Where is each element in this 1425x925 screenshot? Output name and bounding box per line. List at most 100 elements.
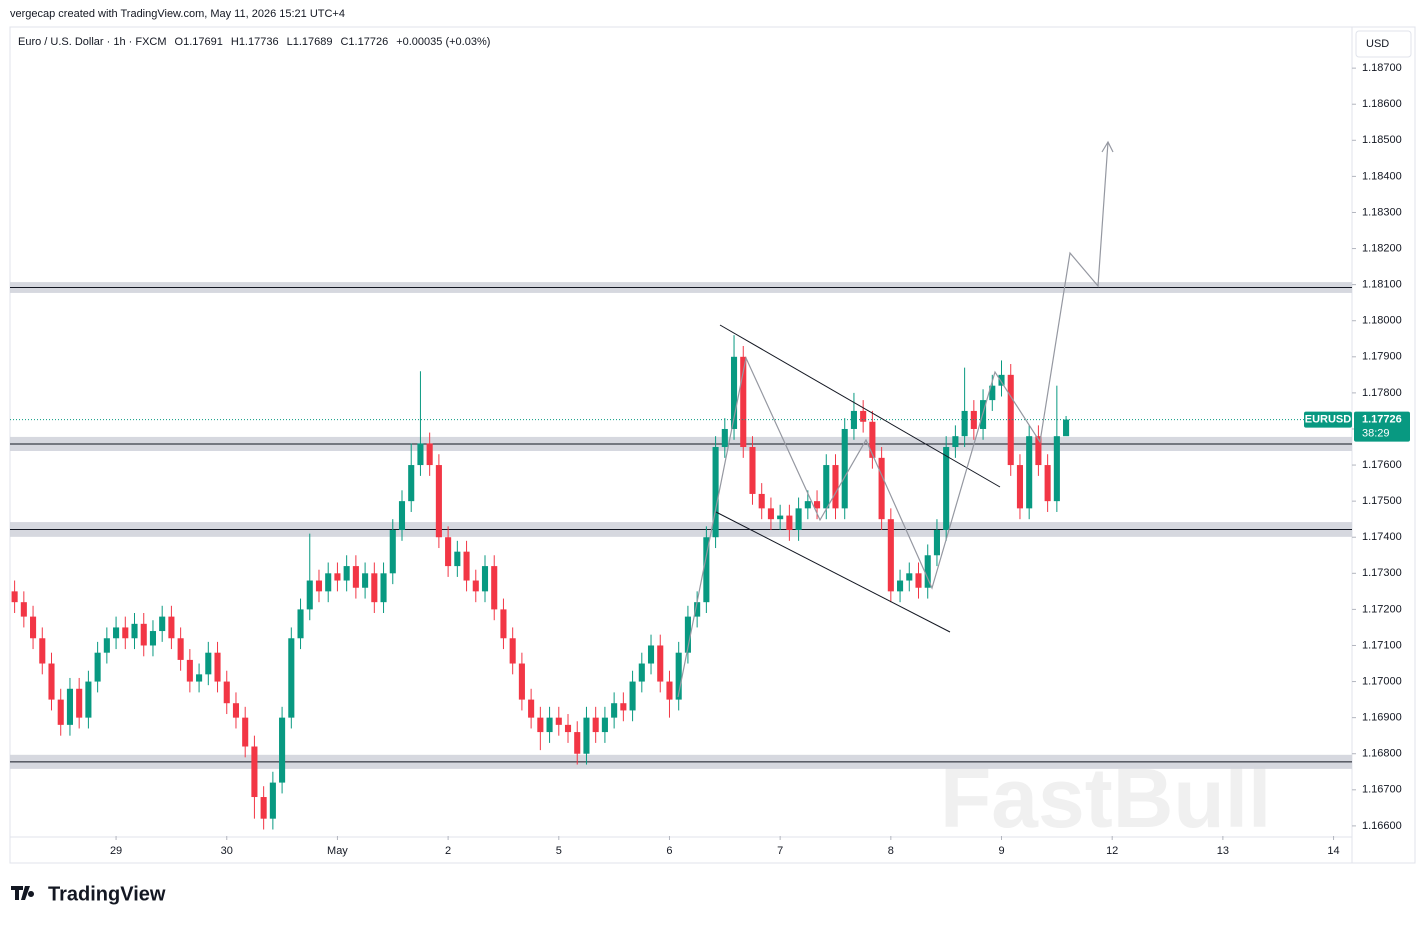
x-tick-label: 14 <box>1327 845 1339 857</box>
candle-body <box>205 652 212 675</box>
candle-body <box>906 573 913 581</box>
candle-body <box>48 663 55 700</box>
candle-body <box>721 428 728 448</box>
candle-body <box>242 717 249 747</box>
drawings <box>677 140 1114 698</box>
y-tick-label: 1.18700 <box>1362 62 1402 74</box>
candle-body <box>795 508 802 531</box>
candle-body <box>481 566 489 592</box>
candle-body <box>343 566 350 581</box>
candle-body <box>122 627 129 639</box>
candle-body <box>491 566 498 610</box>
legend: Euro / U.S. Dollar · 1h · FXCM O1.17691 H1… <box>18 36 490 48</box>
candle-body <box>1053 436 1060 502</box>
candle-body <box>20 602 27 617</box>
candle-body <box>823 465 830 509</box>
candle-body <box>758 493 765 509</box>
y-tick-label: 1.17500 <box>1362 495 1402 507</box>
projection-arrowhead <box>1101 140 1114 153</box>
price-tag <box>1354 411 1410 442</box>
ohlc-close: C1.17726 <box>340 36 388 48</box>
candle-body <box>1035 436 1042 466</box>
candle-body <box>832 465 839 509</box>
candle-body <box>915 573 922 588</box>
candle-body <box>260 797 267 819</box>
candle-body <box>629 681 636 711</box>
candle-body <box>223 681 230 704</box>
candle-body <box>555 717 562 725</box>
candle-body <box>730 356 738 429</box>
candle-body <box>675 652 682 700</box>
brand-logo: TradingView <box>11 883 166 905</box>
candle-body <box>445 537 452 567</box>
candle-body <box>592 717 599 733</box>
candle-body <box>325 573 332 592</box>
candle-body <box>998 374 1005 386</box>
candle-body <box>952 436 959 448</box>
price-tag-label: 1.17726 <box>1362 413 1402 425</box>
candle-body <box>989 385 996 401</box>
candle-body <box>131 623 138 639</box>
candle-body <box>564 724 572 733</box>
candle-body <box>362 573 369 588</box>
ohlc-low: L1.17689 <box>287 36 333 48</box>
candle-body <box>841 428 848 509</box>
candle-body <box>149 631 157 646</box>
projection-path <box>677 141 1109 698</box>
currency[interactable]: USD <box>1366 38 1389 50</box>
x-tick-label: 2 <box>445 845 451 857</box>
y-tick-label: 1.17600 <box>1362 459 1402 471</box>
candle-body <box>1063 419 1070 437</box>
candle-body <box>57 699 64 725</box>
candle-body <box>537 717 544 733</box>
candle-body <box>500 609 507 639</box>
symbol-tag <box>1304 411 1352 428</box>
y-tick-label: 1.17300 <box>1362 567 1402 579</box>
candle-body <box>39 638 46 664</box>
plot <box>10 67 1356 840</box>
x-tick-label: 5 <box>556 845 562 857</box>
x-tick-label: 8 <box>888 845 894 857</box>
y-tick-label: 1.17900 <box>1362 351 1402 363</box>
candle-body <box>159 616 166 632</box>
candle-body <box>509 638 516 664</box>
y-tick-label: 1.16800 <box>1362 748 1402 760</box>
x-tick-label: 13 <box>1217 845 1229 857</box>
ohlc-change: +0.00035 (+0.03%) <box>396 36 490 48</box>
y-tick-label: 1.16700 <box>1362 784 1402 796</box>
candle-body <box>546 717 553 733</box>
candle-body <box>684 616 691 653</box>
candle-body <box>94 652 101 682</box>
y-tick-label: 1.17200 <box>1362 603 1402 615</box>
ohlc-high: H1.17736 <box>231 36 279 48</box>
candle-body <box>389 530 396 574</box>
candle-body <box>315 580 323 592</box>
candle-body <box>749 447 756 494</box>
candle-body <box>66 688 73 725</box>
candle-body <box>306 580 313 610</box>
candle-body <box>740 356 747 448</box>
ohlc-open: O1.17691 <box>175 36 223 48</box>
currency-button[interactable] <box>1355 30 1412 58</box>
candle-body <box>574 732 581 754</box>
candle-body <box>620 703 627 711</box>
y-tick-label: 1.16600 <box>1362 820 1402 832</box>
candle-body <box>140 623 147 646</box>
candle-body <box>961 410 968 437</box>
logo-mark <box>11 886 35 900</box>
candle-body <box>703 537 710 603</box>
candle-body <box>518 663 525 700</box>
candle-body <box>334 573 341 581</box>
symbol-tag-label: EURUSD <box>1305 413 1352 425</box>
y-tick-label: 1.18400 <box>1362 170 1402 182</box>
symbol-title: Euro / U.S. Dollar · 1h · FXCM <box>18 36 167 48</box>
candle-body <box>417 443 424 466</box>
x-tick-label: 12 <box>1106 845 1118 857</box>
candle-body <box>196 674 203 682</box>
x-tick-label: May <box>327 845 348 857</box>
candle-body <box>454 551 461 567</box>
y-tick-label: 1.16900 <box>1362 712 1402 724</box>
candle-body <box>897 580 904 592</box>
